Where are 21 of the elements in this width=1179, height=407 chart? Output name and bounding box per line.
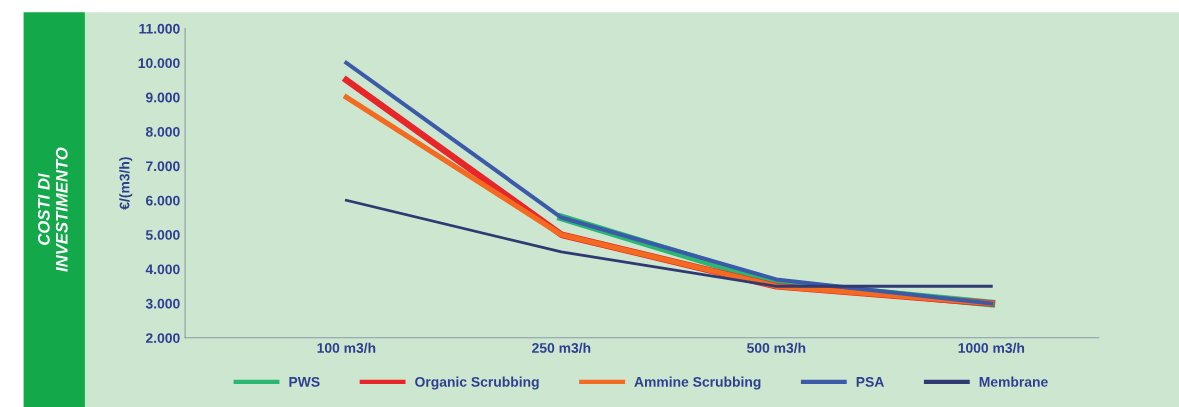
x-tick-label: 250 m3/h <box>532 342 591 354</box>
legend-label: Organic Scrubbing <box>415 376 539 390</box>
legend-label: PSA <box>856 376 884 387</box>
y-tick-label: 7.000 <box>146 161 180 172</box>
text: COSTI DI INVESTIMENTO <box>37 147 68 272</box>
y-tick-label: 5.000 <box>145 230 180 240</box>
legend-label: Ammine Scrubbing <box>634 376 761 390</box>
y-tick-label: 3.000 <box>145 298 180 309</box>
y-tick-label: 6.000 <box>146 195 180 206</box>
legend-label: Membrane <box>979 376 1048 387</box>
y-tick-label: 4.000 <box>145 264 180 275</box>
x-tick-label: 1000 m3/h <box>958 342 1025 354</box>
legend-label: PWS <box>289 376 320 387</box>
x-tick-label: 500 m3/h <box>747 342 806 354</box>
y-tick-label: 2.000 <box>145 333 180 343</box>
y-tick-label: 11.000 <box>139 23 180 34</box>
y-tick-label: 8.000 <box>145 126 180 137</box>
y-tick-label: 9.000 <box>145 92 180 103</box>
x-tick-label: 100 m3/h <box>317 342 376 354</box>
y-axis-title: €/(m3/h) <box>119 157 133 210</box>
y-tick-label: 10.000 <box>138 58 180 69</box>
